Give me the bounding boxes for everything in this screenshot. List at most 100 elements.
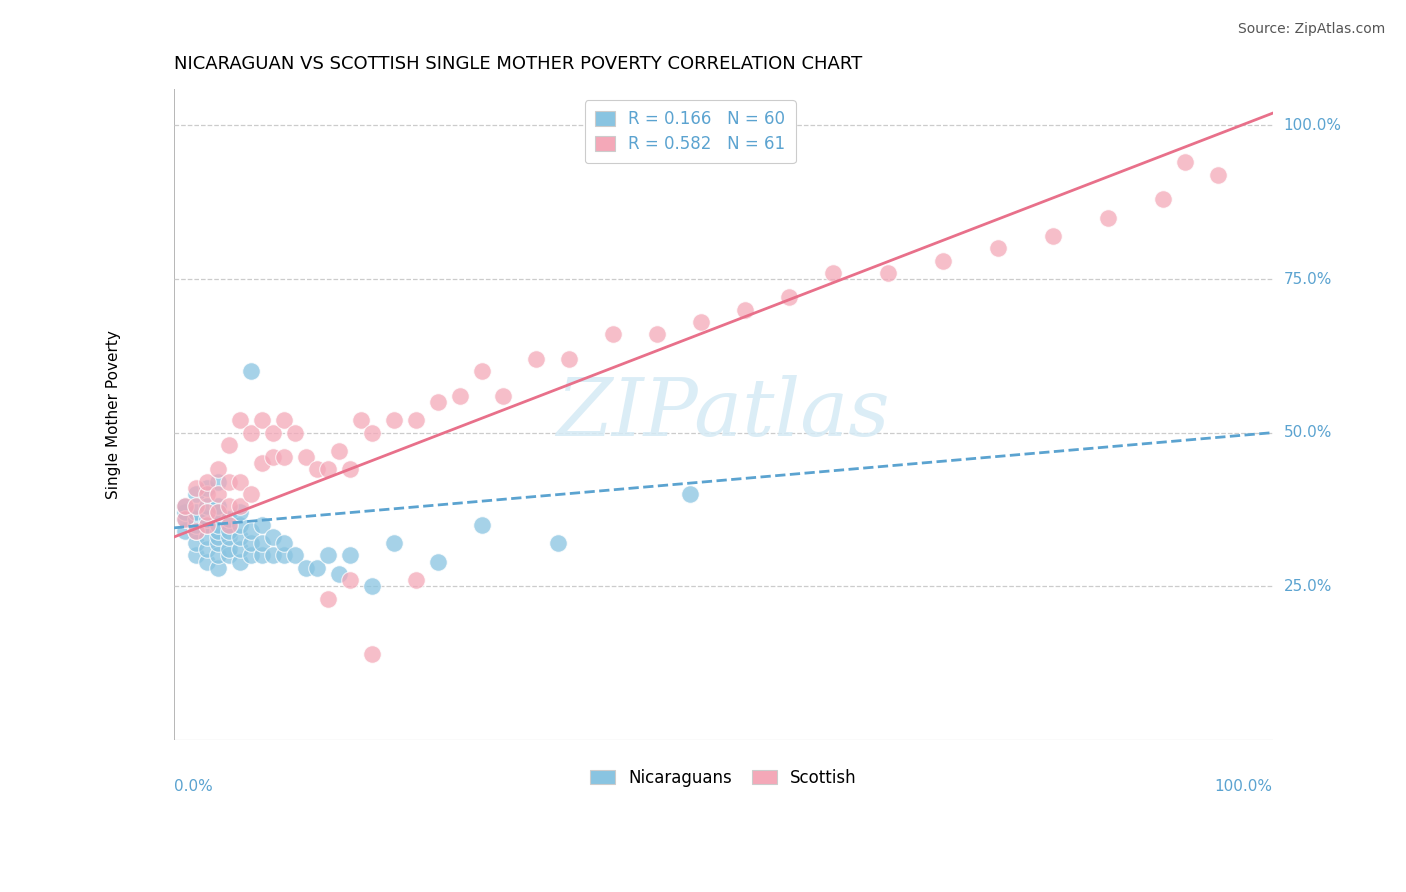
Legend: Nicaraguans, Scottish: Nicaraguans, Scottish xyxy=(583,762,863,793)
Text: NICARAGUAN VS SCOTTISH SINGLE MOTHER POVERTY CORRELATION CHART: NICARAGUAN VS SCOTTISH SINGLE MOTHER POV… xyxy=(174,55,862,73)
Point xyxy=(1174,155,1197,169)
Point xyxy=(195,542,218,557)
Text: 100.0%: 100.0% xyxy=(1284,118,1341,133)
Point xyxy=(218,511,240,525)
Point xyxy=(250,549,273,563)
Point xyxy=(360,425,382,440)
Point xyxy=(218,549,240,563)
Point xyxy=(339,462,361,476)
Point xyxy=(218,438,240,452)
Point xyxy=(184,549,207,563)
Point xyxy=(273,413,295,427)
Point xyxy=(734,302,756,317)
Point xyxy=(207,536,229,550)
Point xyxy=(173,524,195,538)
Point xyxy=(382,413,405,427)
Point xyxy=(470,364,492,378)
Point xyxy=(470,517,492,532)
Point xyxy=(195,500,218,514)
Point xyxy=(195,530,218,544)
Text: 25.0%: 25.0% xyxy=(1284,579,1331,594)
Point xyxy=(229,542,252,557)
Point xyxy=(195,517,218,532)
Point xyxy=(229,506,252,520)
Point xyxy=(229,517,252,532)
Point xyxy=(207,506,229,520)
Point xyxy=(229,413,252,427)
Point xyxy=(426,555,449,569)
Point xyxy=(382,536,405,550)
Point xyxy=(218,542,240,557)
Point xyxy=(547,536,569,550)
Point xyxy=(262,530,284,544)
Point xyxy=(207,561,229,575)
Point xyxy=(273,450,295,465)
Point xyxy=(250,413,273,427)
Point xyxy=(360,579,382,593)
Point xyxy=(173,511,195,525)
Point xyxy=(305,561,328,575)
Point xyxy=(218,517,240,532)
Point xyxy=(250,456,273,470)
Point xyxy=(328,566,350,581)
Point xyxy=(229,475,252,489)
Point xyxy=(250,536,273,550)
Point xyxy=(492,389,515,403)
Point xyxy=(184,536,207,550)
Point xyxy=(207,506,229,520)
Point xyxy=(239,487,262,501)
Point xyxy=(207,462,229,476)
Point xyxy=(207,524,229,538)
Point xyxy=(262,425,284,440)
Point xyxy=(679,487,702,501)
Point xyxy=(823,266,845,280)
Point xyxy=(239,536,262,550)
Point xyxy=(1097,211,1119,225)
Point xyxy=(526,351,548,366)
Point xyxy=(328,444,350,458)
Point xyxy=(932,253,955,268)
Point xyxy=(987,241,1010,255)
Point xyxy=(294,450,316,465)
Point xyxy=(316,591,339,606)
Point xyxy=(1206,168,1229,182)
Point xyxy=(1152,192,1174,206)
Point xyxy=(778,290,800,304)
Point xyxy=(195,475,218,489)
Point xyxy=(239,524,262,538)
Text: 0.0%: 0.0% xyxy=(174,779,212,794)
Point xyxy=(339,549,361,563)
Point xyxy=(405,413,427,427)
Point xyxy=(184,500,207,514)
Point xyxy=(195,506,218,520)
Point xyxy=(426,395,449,409)
Point xyxy=(184,524,207,538)
Point xyxy=(173,500,195,514)
Point xyxy=(316,549,339,563)
Point xyxy=(173,511,195,525)
Point xyxy=(184,511,207,525)
Point xyxy=(218,524,240,538)
Point xyxy=(1042,229,1064,244)
Point xyxy=(207,517,229,532)
Point xyxy=(173,506,195,520)
Point xyxy=(229,555,252,569)
Text: Source: ZipAtlas.com: Source: ZipAtlas.com xyxy=(1237,22,1385,37)
Point xyxy=(250,517,273,532)
Point xyxy=(239,425,262,440)
Point xyxy=(195,487,218,501)
Point xyxy=(316,462,339,476)
Point xyxy=(602,327,624,342)
Text: 50.0%: 50.0% xyxy=(1284,425,1331,440)
Point xyxy=(239,364,262,378)
Point xyxy=(284,549,307,563)
Point xyxy=(558,351,581,366)
Point xyxy=(195,511,218,525)
Point xyxy=(229,530,252,544)
Point xyxy=(207,500,229,514)
Point xyxy=(207,549,229,563)
Point xyxy=(195,481,218,495)
Point xyxy=(349,413,371,427)
Point xyxy=(305,462,328,476)
Point xyxy=(218,475,240,489)
